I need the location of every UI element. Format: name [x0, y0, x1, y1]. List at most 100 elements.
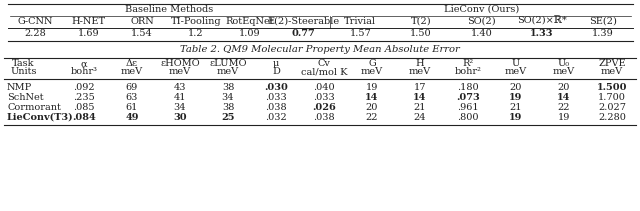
Text: 38: 38	[222, 83, 234, 92]
Text: G-CNN: G-CNN	[17, 16, 52, 26]
Text: 38: 38	[222, 103, 234, 111]
Text: εLUMO: εLUMO	[209, 60, 247, 69]
Text: meV: meV	[217, 68, 239, 77]
Text: 49: 49	[125, 112, 139, 122]
Text: LieConv(T3): LieConv(T3)	[7, 112, 74, 122]
Text: Cormorant: Cormorant	[7, 103, 61, 111]
Text: D: D	[272, 68, 280, 77]
Text: .026: .026	[312, 103, 336, 111]
Text: R²: R²	[463, 60, 474, 69]
Text: 25: 25	[221, 112, 235, 122]
Text: Task: Task	[12, 60, 35, 69]
Text: 1.700: 1.700	[598, 92, 626, 101]
Text: 14: 14	[365, 92, 379, 101]
Text: Trivial: Trivial	[344, 16, 376, 26]
Text: .030: .030	[264, 83, 288, 92]
Text: ORN: ORN	[131, 16, 154, 26]
Text: H-NET: H-NET	[72, 16, 106, 26]
Text: 34: 34	[173, 103, 186, 111]
Text: 41: 41	[173, 92, 186, 101]
Text: NMP: NMP	[7, 83, 32, 92]
Text: 1.09: 1.09	[239, 30, 260, 38]
Text: .032: .032	[265, 112, 287, 122]
Text: 1.500: 1.500	[596, 83, 627, 92]
Text: .038: .038	[265, 103, 287, 111]
Text: 20: 20	[510, 83, 522, 92]
Text: 1.50: 1.50	[410, 30, 432, 38]
Text: 63: 63	[126, 92, 138, 101]
Text: 1.54: 1.54	[131, 30, 153, 38]
Text: SE(2): SE(2)	[589, 16, 616, 26]
Text: .235: .235	[73, 92, 95, 101]
Text: 1.2: 1.2	[188, 30, 204, 38]
Text: SO(2): SO(2)	[467, 16, 496, 26]
Text: .040: .040	[313, 83, 335, 92]
Text: .085: .085	[73, 103, 95, 111]
Text: TI-Pooling: TI-Pooling	[170, 16, 221, 26]
Text: H: H	[416, 60, 424, 69]
Text: 19: 19	[509, 112, 523, 122]
Text: 19: 19	[558, 112, 570, 122]
Text: 22: 22	[365, 112, 378, 122]
Text: bohr³: bohr³	[70, 68, 97, 77]
Text: 1.33: 1.33	[531, 30, 554, 38]
Text: SO(2)×ℝ*: SO(2)×ℝ*	[517, 16, 567, 26]
Text: 20: 20	[366, 103, 378, 111]
Text: μ: μ	[273, 60, 279, 69]
Text: 1.39: 1.39	[592, 30, 614, 38]
Text: 20: 20	[558, 83, 570, 92]
Text: .033: .033	[313, 92, 335, 101]
Text: U₀: U₀	[558, 60, 570, 69]
Text: 43: 43	[173, 83, 186, 92]
Text: meV: meV	[169, 68, 191, 77]
Text: 1.69: 1.69	[77, 30, 99, 38]
Text: T(2): T(2)	[411, 16, 431, 26]
Text: E(2)-Steerable: E(2)-Steerable	[267, 16, 339, 26]
Text: 34: 34	[221, 92, 234, 101]
Text: εHOMO: εHOMO	[160, 60, 200, 69]
Text: SchNet: SchNet	[7, 92, 44, 101]
Text: cal/mol K: cal/mol K	[301, 68, 348, 77]
Text: 2.027: 2.027	[598, 103, 626, 111]
Text: 30: 30	[173, 112, 187, 122]
Text: 1.40: 1.40	[470, 30, 492, 38]
Text: U: U	[512, 60, 520, 69]
Text: Cv: Cv	[317, 60, 330, 69]
Text: .073: .073	[456, 92, 480, 101]
Text: meV: meV	[121, 68, 143, 77]
Text: LieConv (Ours): LieConv (Ours)	[444, 4, 519, 14]
Text: ZPVE: ZPVE	[598, 60, 626, 69]
Text: RotEqNet: RotEqNet	[225, 16, 274, 26]
Text: 19: 19	[509, 92, 523, 101]
Text: 22: 22	[557, 103, 570, 111]
Text: 2.28: 2.28	[24, 30, 45, 38]
Text: .800: .800	[457, 112, 479, 122]
Text: meV: meV	[601, 68, 623, 77]
Text: 19: 19	[366, 83, 378, 92]
Text: 0.77: 0.77	[291, 30, 315, 38]
Text: 24: 24	[413, 112, 426, 122]
Text: 1.57: 1.57	[349, 30, 371, 38]
Text: 14: 14	[413, 92, 427, 101]
Text: Units: Units	[10, 68, 37, 77]
Text: 17: 17	[413, 83, 426, 92]
Text: .033: .033	[265, 92, 287, 101]
Text: 61: 61	[126, 103, 138, 111]
Text: meV: meV	[553, 68, 575, 77]
Text: G: G	[368, 60, 376, 69]
Text: 21: 21	[413, 103, 426, 111]
Text: meV: meV	[361, 68, 383, 77]
Text: meV: meV	[505, 68, 527, 77]
Text: .084: .084	[72, 112, 96, 122]
Text: .961: .961	[457, 103, 479, 111]
Text: .038: .038	[313, 112, 335, 122]
Text: 14: 14	[557, 92, 571, 101]
Text: Baseline Methods: Baseline Methods	[125, 4, 213, 14]
Text: meV: meV	[409, 68, 431, 77]
Text: .092: .092	[73, 83, 95, 92]
Text: bohr²: bohr²	[454, 68, 481, 77]
Text: 2.280: 2.280	[598, 112, 626, 122]
Text: 21: 21	[509, 103, 522, 111]
Text: Δε: Δε	[126, 60, 138, 69]
Text: α: α	[81, 60, 87, 69]
